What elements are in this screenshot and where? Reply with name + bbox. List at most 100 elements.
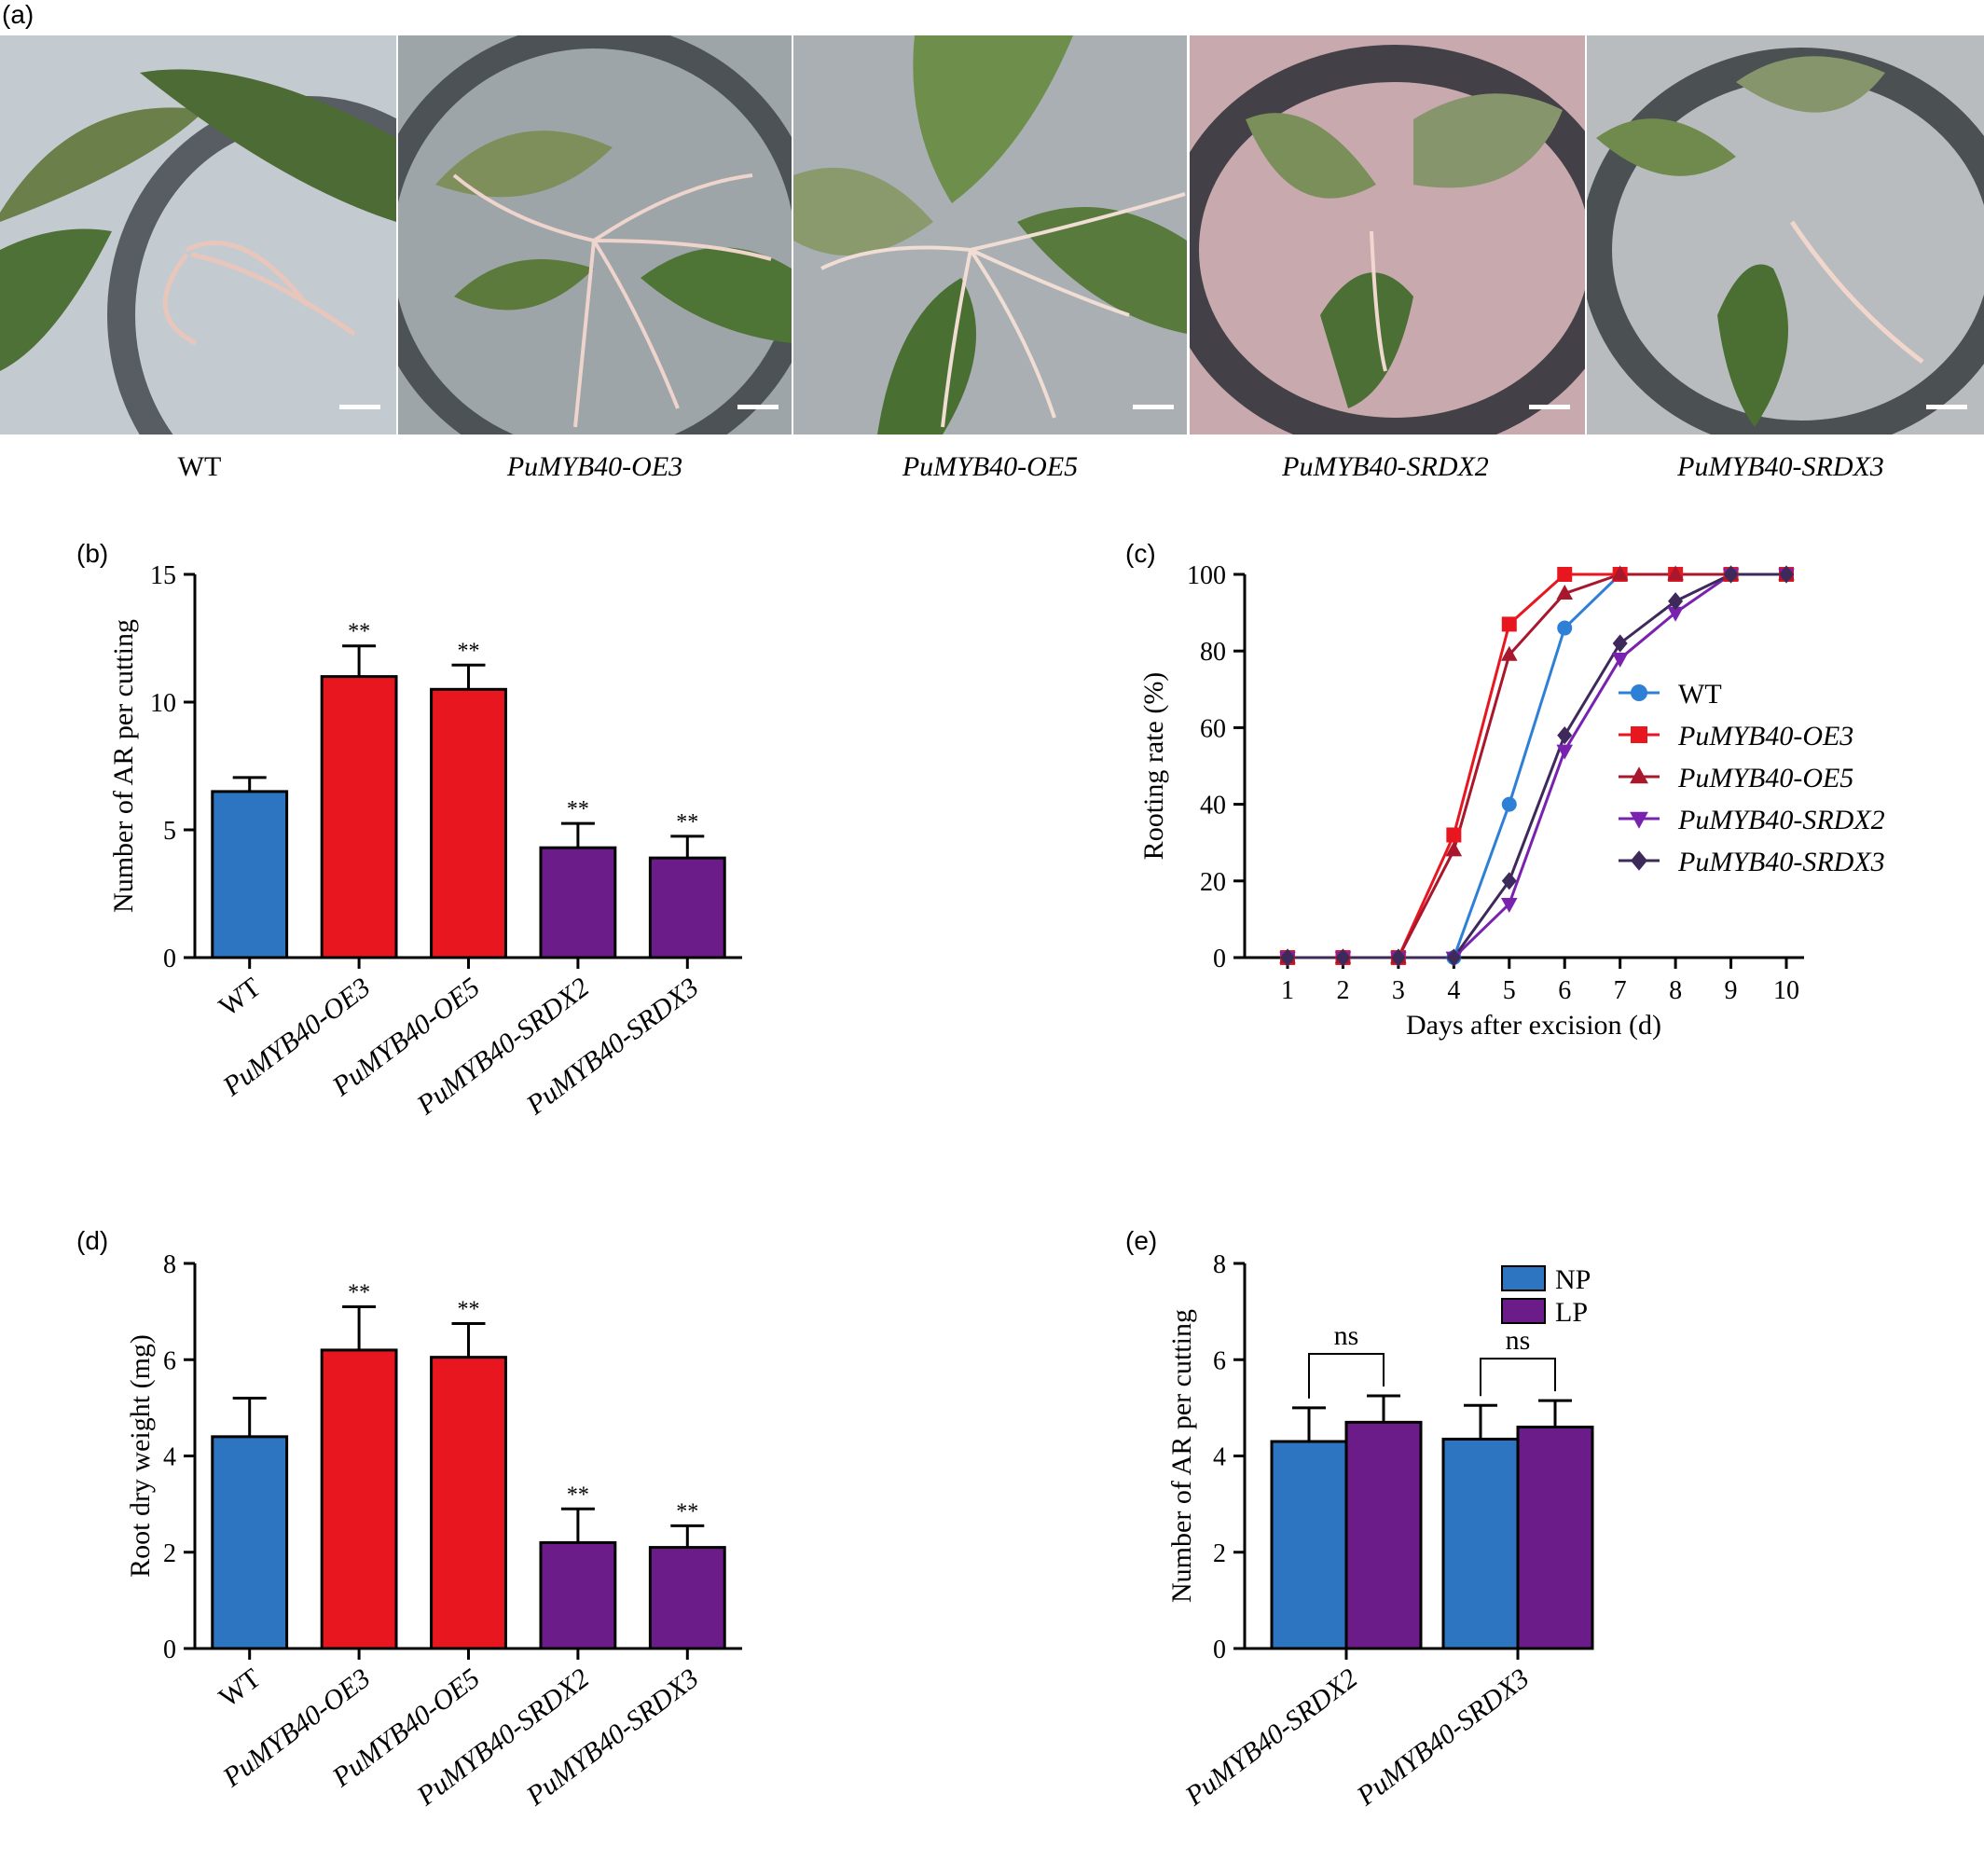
legend-label: PuMYB40-OE3 xyxy=(1677,721,1853,752)
data-point xyxy=(1390,948,1406,967)
significance-label: ** xyxy=(676,810,698,835)
data-point xyxy=(1630,766,1648,784)
y-axis-label: Rooting rate (%) xyxy=(1138,672,1169,861)
x-tick-label: 1 xyxy=(1281,976,1294,1005)
significance-label: ** xyxy=(348,1280,370,1304)
plant-photo-image xyxy=(1587,35,1984,435)
plant-photo-image xyxy=(1190,35,1585,435)
data-point xyxy=(1500,645,1518,661)
x-tick-label: 9 xyxy=(1725,976,1738,1005)
y-tick-label: 0 xyxy=(1213,1635,1226,1664)
bar xyxy=(1441,1437,1520,1650)
panel-letter-b: (b) xyxy=(76,539,109,568)
data-point xyxy=(1557,726,1573,745)
y-tick-label: 100 xyxy=(1187,561,1226,590)
data-point xyxy=(1556,584,1574,600)
y-tick-label: 15 xyxy=(150,561,176,590)
bar xyxy=(539,1540,617,1650)
photo-oe3 xyxy=(398,35,792,435)
significance-bracket xyxy=(1480,1358,1556,1397)
x-tick-label: WT xyxy=(214,1662,267,1713)
data-point xyxy=(1630,811,1648,829)
significance-label: ** xyxy=(458,639,480,663)
significance-label: ** xyxy=(676,1499,698,1524)
legend-label: PuMYB40-SRDX3 xyxy=(1677,847,1885,877)
data-point xyxy=(1557,567,1573,582)
significance-label: ** xyxy=(567,1483,589,1507)
data-point xyxy=(1667,565,1684,581)
photo-label-oe5: PuMYB40-OE5 xyxy=(902,451,1079,482)
plant-photo-image xyxy=(0,35,396,435)
photo-label-srdx3: PuMYB40-SRDX3 xyxy=(1677,451,1884,482)
scale-bar xyxy=(1926,405,1967,409)
y-tick-label: 0 xyxy=(163,1635,176,1664)
x-tick-label: WT xyxy=(214,972,267,1022)
y-tick-label: 80 xyxy=(1200,638,1226,667)
x-tick-label: 8 xyxy=(1669,976,1682,1005)
bar xyxy=(211,1435,289,1650)
bar xyxy=(211,790,289,959)
x-tick-label: PuMYB40-SRDX3 xyxy=(1351,1662,1536,1812)
plant-photo-image xyxy=(398,35,792,435)
legend-label: PuMYB40-SRDX2 xyxy=(1677,805,1885,835)
x-axis-label: Days after excision (d) xyxy=(1406,1010,1661,1041)
panel-letter-e: (e) xyxy=(1125,1226,1158,1255)
photo-label-oe3: PuMYB40-OE3 xyxy=(506,451,683,482)
bar xyxy=(1270,1440,1348,1650)
scale-bar xyxy=(1133,405,1174,409)
y-axis-label: Number of AR per cutting xyxy=(108,619,139,913)
x-tick-label: 6 xyxy=(1558,976,1571,1005)
significance-label: ns xyxy=(1334,1320,1359,1351)
data-point xyxy=(1723,565,1739,584)
x-tick-label: 7 xyxy=(1614,976,1627,1005)
photo-strip xyxy=(0,35,1984,435)
data-point xyxy=(1611,653,1629,669)
y-tick-label: 4 xyxy=(1213,1443,1226,1472)
x-tick-label: 5 xyxy=(1503,976,1516,1005)
y-tick-label: 0 xyxy=(1213,945,1226,973)
panel-letter-d: (d) xyxy=(76,1226,109,1255)
legend-swatch xyxy=(1501,1298,1546,1324)
y-tick-label: 6 xyxy=(163,1346,176,1375)
y-tick-label: 8 xyxy=(163,1250,176,1279)
data-point xyxy=(1501,796,1517,812)
data-point xyxy=(1557,620,1573,636)
significance-label: ** xyxy=(348,620,370,644)
data-point xyxy=(1667,606,1684,622)
y-axis-label: Number of AR per cutting xyxy=(1166,1309,1197,1603)
scale-bar xyxy=(1529,405,1570,409)
bar xyxy=(320,675,398,959)
y-tick-label: 2 xyxy=(1213,1539,1226,1568)
legend-swatch xyxy=(1501,1265,1546,1291)
photo-wt xyxy=(0,35,396,435)
bar xyxy=(1344,1420,1423,1650)
photo-srdx2 xyxy=(1190,35,1585,435)
legend-label: LP xyxy=(1555,1297,1588,1328)
data-point xyxy=(1631,684,1647,701)
x-tick-label: 2 xyxy=(1336,976,1349,1005)
scale-bar xyxy=(339,405,380,409)
bar xyxy=(648,856,726,959)
data-point xyxy=(1501,616,1517,632)
y-tick-label: 20 xyxy=(1200,868,1226,897)
bar xyxy=(648,1546,726,1650)
significance-label: ** xyxy=(567,797,589,821)
data-point xyxy=(1280,948,1295,967)
data-point xyxy=(1631,726,1647,743)
photo-label-wt: WT xyxy=(177,451,222,482)
y-tick-label: 6 xyxy=(1213,1346,1226,1375)
bar xyxy=(430,1356,507,1650)
panel-letter-c: (c) xyxy=(1125,539,1156,568)
significance-label: ns xyxy=(1506,1325,1531,1356)
data-point xyxy=(1556,744,1574,760)
y-tick-label: 40 xyxy=(1200,792,1226,821)
x-tick-label: 10 xyxy=(1773,976,1799,1005)
y-tick-label: 5 xyxy=(163,817,176,846)
photo-oe5 xyxy=(793,35,1187,435)
y-tick-label: 4 xyxy=(163,1443,176,1472)
y-tick-label: 10 xyxy=(150,689,176,718)
x-tick-label: 4 xyxy=(1447,976,1460,1005)
data-point xyxy=(1668,592,1684,611)
x-tick-label: 3 xyxy=(1392,976,1405,1005)
y-tick-label: 8 xyxy=(1213,1250,1226,1279)
